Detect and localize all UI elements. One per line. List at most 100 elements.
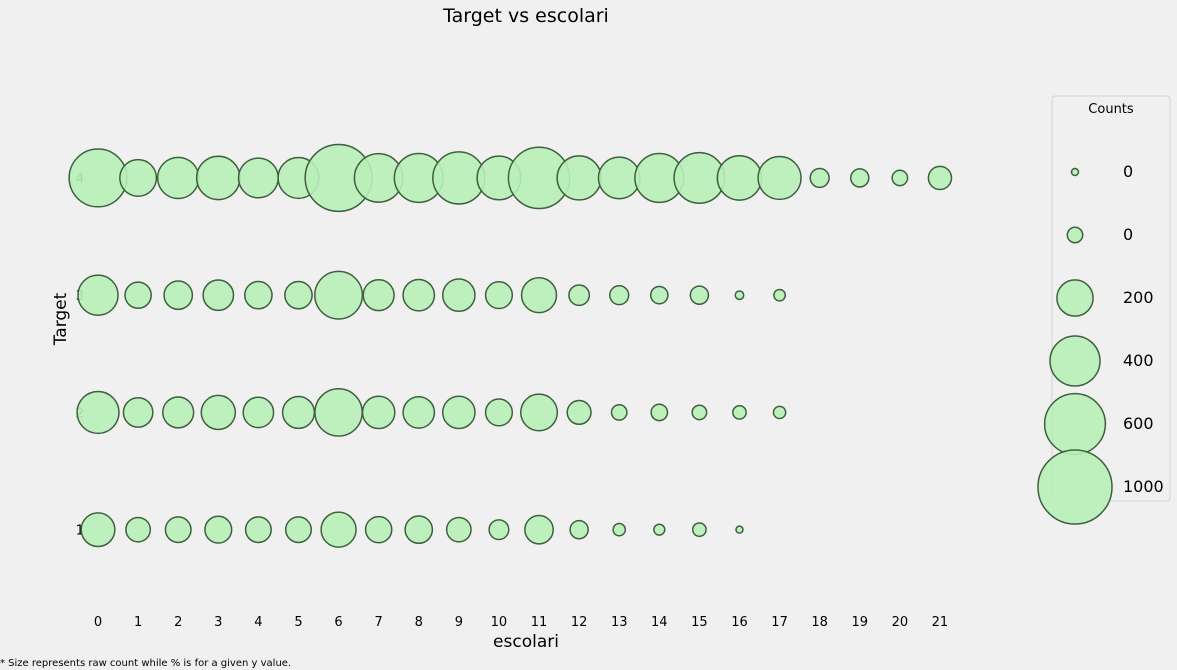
x-tick-label: 1 (134, 615, 142, 630)
legend: Counts 0 0 200 400 600 1000 (1037, 95, 1171, 525)
bubble-point (284, 280, 313, 310)
bubble-point (195, 155, 241, 201)
x-tick-label: 7 (375, 615, 383, 630)
bubble-point (404, 515, 434, 545)
bubble-point (122, 396, 154, 428)
bubble-point (773, 288, 787, 302)
bubble-point (76, 390, 120, 435)
x-tick-label: 17 (771, 615, 788, 630)
bubble-point (609, 284, 630, 306)
legend-label: 0 (1123, 225, 1133, 244)
bubble-point (772, 405, 787, 420)
bubble-point (314, 388, 363, 437)
x-tick-label: 21 (932, 615, 949, 630)
x-tick-label: 10 (491, 615, 508, 630)
y-axis-label: Target (51, 292, 71, 346)
bubble-point (200, 394, 237, 431)
bubble-point (691, 522, 707, 538)
bubble-point (716, 155, 763, 201)
x-tick-label: 14 (651, 615, 668, 630)
bubble-point (361, 395, 396, 430)
bubble-point (610, 403, 628, 421)
x-axis-label: escolari (493, 632, 559, 652)
legend-marker (1066, 226, 1084, 244)
legend-marker (1070, 167, 1080, 177)
legend-marker (1049, 335, 1101, 387)
legend-label: 200 (1123, 288, 1154, 307)
bubble-point (757, 155, 802, 201)
bubble-point (520, 276, 558, 314)
legend-items: 0 0 200 400 600 1000 (1037, 162, 1164, 525)
bubble-point (124, 281, 152, 310)
x-tick-label: 20 (892, 615, 909, 630)
bubble-point (402, 395, 436, 429)
bubble-point (119, 158, 158, 197)
bubble-point (77, 274, 119, 316)
bubble-point (649, 285, 669, 305)
bubble-point (734, 290, 745, 301)
bubble-point (524, 514, 554, 545)
x-tick-label: 4 (254, 615, 262, 630)
bubble-point (650, 403, 669, 422)
bubble-point (488, 519, 510, 541)
y-tick-label: 1 (76, 524, 84, 539)
legend-marker (1043, 392, 1107, 456)
bubble-point (735, 525, 744, 534)
bubble-point (362, 278, 395, 312)
bubble-point (402, 278, 436, 312)
bubble-point (162, 396, 195, 429)
legend-label: 0 (1123, 162, 1133, 181)
x-tick-label: 6 (334, 615, 342, 630)
bubble-point (68, 148, 128, 208)
bubble-point (556, 155, 602, 201)
bubble-point (281, 395, 316, 430)
x-tick-label: 12 (571, 615, 588, 630)
legend-marker (1056, 279, 1094, 317)
bubble-point (364, 515, 393, 544)
legend-marker (1037, 449, 1113, 525)
x-tick-label: 16 (731, 615, 748, 630)
x-tick-label: 5 (294, 615, 302, 630)
bubble-point (566, 399, 592, 426)
bubble-point (689, 285, 710, 305)
bubble-point (125, 516, 152, 543)
bubble-point (80, 512, 116, 548)
bubble-point (441, 278, 476, 313)
bubble-point (569, 519, 589, 540)
bubble-point (809, 167, 830, 189)
chart-title: Target vs escolari (442, 5, 609, 27)
bubble-point (156, 156, 200, 200)
x-tick-label: 0 (94, 615, 102, 630)
x-tick-label: 13 (611, 615, 628, 630)
x-tick-label: 15 (691, 615, 708, 630)
bubble-point (568, 284, 591, 307)
legend-label: 600 (1123, 414, 1154, 433)
bubble-point (284, 516, 313, 544)
bubble-point (927, 165, 953, 191)
x-tick-label: 18 (811, 615, 828, 630)
bubble-point (244, 516, 272, 544)
x-tick-label: 3 (214, 615, 222, 630)
bubble-point (163, 280, 194, 311)
bubble-point (445, 516, 472, 543)
bubble-point (597, 156, 641, 200)
legend-label: 1000 (1123, 477, 1164, 496)
x-tick-label: 19 (851, 615, 868, 630)
bubble-point (244, 280, 273, 310)
bubble-point (732, 404, 747, 420)
bubble-point (204, 515, 233, 544)
x-tick-label: 11 (531, 615, 548, 630)
bubble-point (314, 270, 364, 320)
bubble-layer (68, 143, 953, 548)
bubble-point (891, 169, 909, 187)
bubble-point (691, 404, 708, 421)
bubble-point (849, 168, 870, 188)
bubble-point (484, 281, 514, 310)
x-tick-label: 8 (415, 615, 423, 630)
x-tick-labels: 0 1 2 3 4 5 6 7 8 9 10 11 12 13 14 15 16 17 18 19 20 21 (94, 615, 948, 630)
bubble-point (242, 396, 275, 429)
bubble-point (320, 511, 357, 548)
bubble-point (202, 279, 235, 312)
